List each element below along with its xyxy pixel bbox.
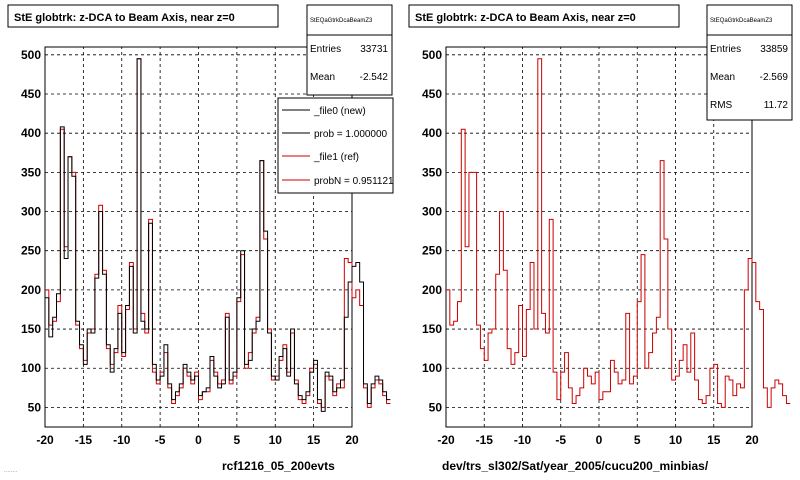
- footer-note: ........: [4, 468, 18, 474]
- y-tick-label: 200: [21, 283, 41, 297]
- right-stats-name: StEQaGtrkDcaBeamZ3: [710, 18, 773, 24]
- left-title-box: [7, 4, 279, 28]
- right-panel: StE globtrk: z-DCA to Beam Axis, near z=…: [408, 4, 793, 473]
- x-tick-label: 20: [745, 433, 759, 447]
- right-stats-entries-label: Entries: [710, 44, 741, 55]
- x-tick-label: 0: [596, 433, 603, 447]
- right-x-tick-labels: -20 -15 -10 -5 0 5 10 15 20: [437, 433, 759, 447]
- y-tick-label: 400: [21, 126, 41, 140]
- y-tick-label: 300: [422, 205, 442, 219]
- y-tick-label: 50: [28, 400, 42, 414]
- left-x-axis-label: rcf1216_05_200evts: [222, 459, 335, 473]
- right-x-axis-label: dev/trs_sl302/Sat/year_2005/cucu200_minb…: [442, 459, 709, 473]
- left-stats-mean-value: -2.542: [360, 72, 389, 83]
- left-title: StE globtrk: z-DCA to Beam Axis, near z=…: [14, 12, 235, 24]
- legend-entry-new: _file0 (new): [313, 106, 366, 117]
- right-stats-rms-value: 11.72: [764, 100, 789, 111]
- left-stats-box: [306, 4, 393, 96]
- left-series-new: [45, 58, 391, 412]
- left-legend-box: [277, 97, 394, 194]
- right-stats-mean-value: -2.569: [760, 72, 789, 83]
- x-tick-label: -15: [476, 433, 494, 447]
- right-y-tick-labels: 50 100 150 200 250 300 350 400 450 500: [422, 48, 442, 415]
- y-tick-label: 500: [422, 48, 442, 62]
- x-tick-label: 15: [307, 433, 321, 447]
- y-tick-label: 250: [422, 244, 442, 258]
- y-tick-label: 400: [422, 126, 442, 140]
- x-tick-label: 10: [669, 433, 683, 447]
- y-tick-label: 150: [422, 322, 442, 336]
- legend-entry-probn: probN = 0.951121: [314, 176, 394, 187]
- right-title-box: [408, 4, 680, 28]
- y-tick-label: 300: [21, 205, 41, 219]
- right-stats-box: [706, 4, 793, 121]
- x-tick-label: 20: [345, 433, 359, 447]
- x-tick-label: -15: [75, 433, 93, 447]
- right-title: StE globtrk: z-DCA to Beam Axis, near z=…: [415, 12, 636, 24]
- y-tick-label: 450: [422, 87, 442, 101]
- right-stats-rms-label: RMS: [710, 100, 733, 111]
- y-tick-label: 250: [21, 244, 41, 258]
- x-tick-label: 15: [707, 433, 721, 447]
- x-tick-label: 0: [195, 433, 202, 447]
- left-y-tick-labels: 50 100 150 200 250 300 350 400 450 500: [21, 48, 41, 415]
- y-tick-label: 200: [422, 283, 442, 297]
- x-tick-label: 10: [269, 433, 283, 447]
- left-stats-entries-label: Entries: [310, 44, 341, 55]
- x-tick-label: -20: [437, 433, 455, 447]
- left-stats-name: StEQaGtrkDcaBeamZ3: [310, 18, 373, 24]
- left-panel: StE globtrk: z-DCA to Beam Axis, near z=…: [4, 4, 394, 474]
- legend-entry-ref: _file1 (ref): [313, 152, 359, 163]
- x-tick-label: 5: [234, 433, 241, 447]
- legend-entry-prob: prob = 1.000000: [314, 129, 388, 140]
- left-stats-entries-value: 33731: [360, 44, 388, 55]
- x-tick-label: -20: [36, 433, 54, 447]
- y-tick-label: 450: [21, 87, 41, 101]
- left-legend: _file0 (new) prob = 1.000000 _file1 (ref…: [277, 97, 394, 194]
- right-plot-frame: [445, 46, 753, 428]
- y-tick-label: 100: [422, 361, 442, 375]
- right-grid: [446, 47, 752, 427]
- x-tick-label: -10: [514, 433, 532, 447]
- y-tick-label: 150: [21, 322, 41, 336]
- right-series-ref: [446, 58, 791, 408]
- x-tick-label: -5: [155, 433, 166, 447]
- right-stats-mean-label: Mean: [710, 72, 735, 83]
- x-tick-label: 5: [634, 433, 641, 447]
- y-tick-label: 350: [422, 165, 442, 179]
- y-tick-label: 50: [429, 400, 443, 414]
- y-tick-label: 500: [21, 48, 41, 62]
- y-tick-label: 100: [21, 361, 41, 375]
- left-x-tick-labels: -20 -15 -10 -5 0 5 10 15 20: [36, 433, 359, 447]
- y-tick-label: 350: [21, 165, 41, 179]
- x-tick-label: -10: [113, 433, 131, 447]
- x-tick-label: -5: [555, 433, 566, 447]
- right-stats-entries-value: 33859: [760, 44, 788, 55]
- left-stats-mean-label: Mean: [310, 72, 335, 83]
